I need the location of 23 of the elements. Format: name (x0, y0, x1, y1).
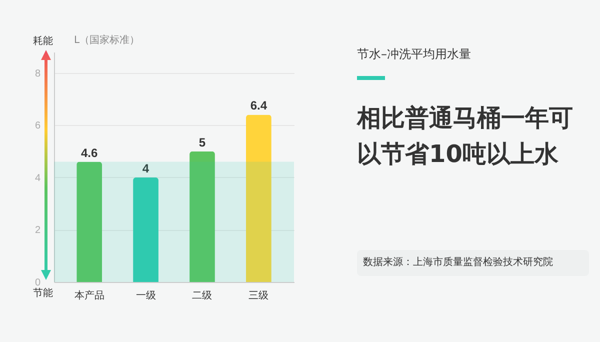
x-tick-label: 三级 (248, 290, 269, 302)
y-tick-label: 8 (34, 68, 41, 80)
y-tick-label: 0 (34, 278, 41, 288)
bar (133, 177, 158, 282)
text: 节能 (33, 286, 53, 300)
x-tick-label: 本产品 (74, 290, 104, 302)
y-tick-label: 2 (34, 225, 41, 236)
data-label: 6.4 (250, 98, 268, 113)
data-label: 5 (198, 135, 206, 150)
bar (190, 151, 215, 282)
text: 相比普通马桶一年可以节省10吨以上水 (357, 103, 574, 170)
source-note: 数据来源：上海市质量监督检验技术研究院 (357, 250, 589, 276)
y-tick-label: 6 (34, 120, 41, 132)
text: 耗能 (33, 34, 53, 48)
text: 节水–冲洗平均用水量 (357, 46, 471, 63)
data-label: 4 (142, 161, 150, 176)
x-tick-label: 一级 (136, 290, 156, 302)
y-axis-title: L（国家标准） (74, 34, 140, 47)
x-tick-label: 二级 (192, 290, 212, 302)
bar (76, 162, 102, 282)
bar (246, 114, 272, 282)
y-tick-label: 4 (34, 172, 41, 184)
data-label: 4.6 (80, 146, 98, 160)
